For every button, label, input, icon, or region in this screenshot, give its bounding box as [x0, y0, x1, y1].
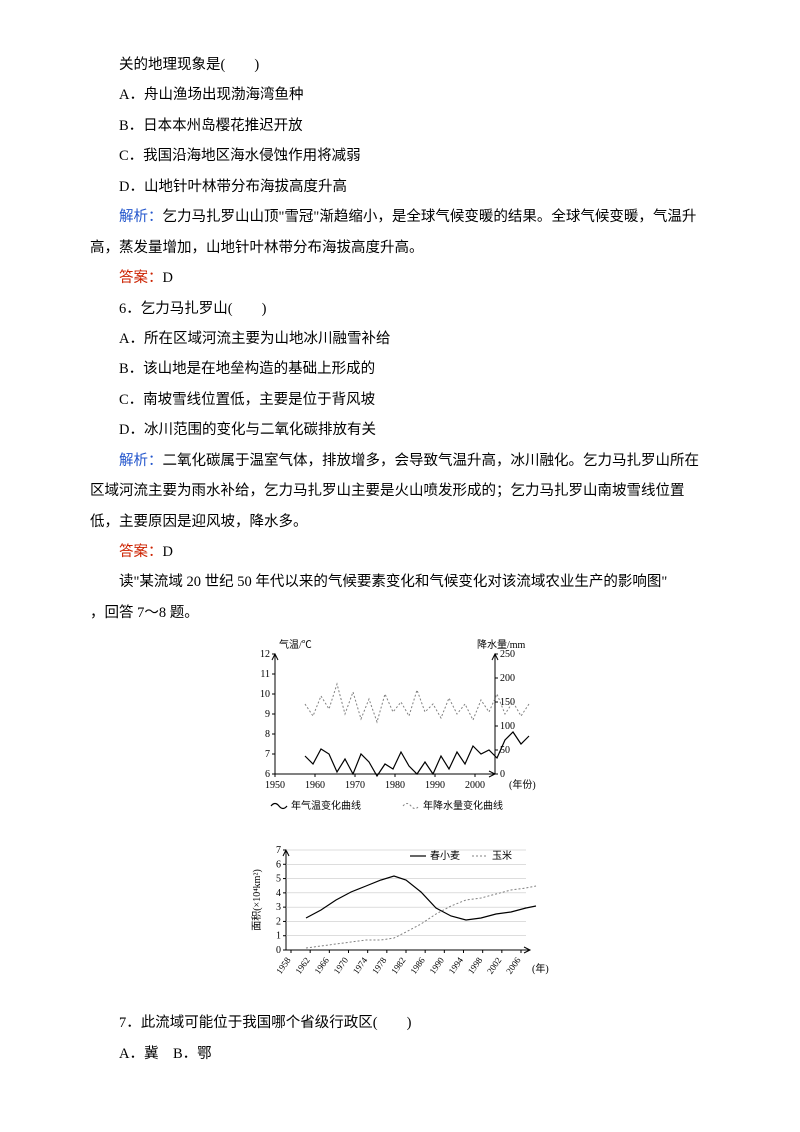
q5-opt-b: B．日本本州岛樱花推迟开放	[90, 111, 710, 141]
svg-text:2002: 2002	[485, 956, 504, 976]
intro-78-line2: ，回答 7～8 题。	[90, 598, 710, 628]
svg-text:7: 7	[276, 845, 281, 856]
svg-text:1978: 1978	[370, 955, 389, 976]
svg-text:1966: 1966	[312, 955, 331, 976]
answer-value: D	[163, 270, 173, 286]
svg-text:1950: 1950	[265, 780, 285, 791]
q7-opt-a-b: A．冀 B．鄂	[90, 1039, 710, 1069]
q6-stem: 6．乞力马扎罗山( )	[90, 294, 710, 324]
svg-text:200: 200	[500, 673, 515, 684]
intro-78-line1: 读"某流域 20 世纪 50 年代以来的气候要素变化和气候变化对该流域农业生产的…	[90, 567, 710, 597]
page: 关的地理现象是( ) A．舟山渔场出现渤海湾鱼种 B．日本本州岛樱花推迟开放 C…	[0, 0, 800, 1109]
svg-text:100: 100	[500, 721, 515, 732]
svg-text:年降水量变化曲线: 年降水量变化曲线	[423, 799, 503, 812]
svg-text:年气温变化曲线: 年气温变化曲线	[291, 799, 361, 812]
analysis-text: 乞力马扎罗山山顶"雪冠"渐趋缩小，是全球气候变暖的结果。全球气候变暖，气温升高，…	[90, 209, 696, 255]
q6-answer: 答案：D	[90, 537, 710, 567]
svg-text:玉米: 玉米	[492, 849, 512, 862]
svg-text:1962: 1962	[293, 956, 312, 976]
svg-text:1982: 1982	[389, 956, 408, 976]
svg-text:春小麦: 春小麦	[430, 850, 460, 862]
svg-text:2: 2	[276, 917, 281, 928]
svg-text:6: 6	[276, 860, 281, 871]
q5-answer: 答案：D	[90, 263, 710, 293]
q5-stem-tail: 关的地理现象是( )	[90, 50, 710, 80]
q6-opt-d: D．冰川范围的变化与二氧化碳排放有关	[90, 415, 710, 445]
svg-text:3: 3	[276, 902, 281, 913]
svg-text:1958: 1958	[274, 955, 293, 976]
svg-text:0: 0	[500, 769, 505, 780]
svg-text:1970: 1970	[332, 955, 351, 976]
q5-analysis: 解析：乞力马扎罗山山顶"雪冠"渐趋缩小，是全球气候变暖的结果。全球气候变暖，气温…	[90, 202, 710, 263]
svg-text:2000: 2000	[465, 780, 485, 791]
climate-chart: 气温/℃降水量/mm678910111205010015020025019501…	[235, 634, 565, 824]
svg-text:12: 12	[260, 649, 270, 660]
svg-text:1994: 1994	[447, 955, 466, 976]
svg-text:1998: 1998	[466, 955, 485, 976]
q7-stem: 7．此流域可能位于我国哪个省级行政区( )	[90, 1008, 710, 1038]
q6-opt-c: C．南坡雪线位置低，主要是位于背风坡	[90, 385, 710, 415]
answer-label: 答案：	[119, 270, 163, 286]
svg-text:1990: 1990	[425, 780, 445, 791]
q5-opt-c: C．我国沿海地区海水侵蚀作用将减弱	[90, 141, 710, 171]
svg-text:(年): (年)	[532, 962, 549, 975]
q6-opt-a: A．所在区域河流主要为山地冰川融雪补给	[90, 324, 710, 354]
q6-opt-b: B．该山地是在地垒构造的基础上形成的	[90, 354, 710, 384]
svg-text:7: 7	[265, 749, 270, 760]
analysis-text: 二氧化碳属于温室气体，排放增多，会导致气温升高，冰川融化。乞力马扎罗山所在区域河…	[90, 453, 699, 530]
svg-text:1990: 1990	[427, 955, 446, 976]
svg-text:1986: 1986	[408, 955, 427, 976]
answer-value: D	[163, 544, 173, 560]
svg-text:1960: 1960	[305, 780, 325, 791]
svg-text:9: 9	[265, 709, 270, 720]
svg-text:5: 5	[276, 874, 281, 885]
q6-analysis: 解析：二氧化碳属于温室气体，排放增多，会导致气温升高，冰川融化。乞力马扎罗山所在…	[90, 446, 710, 537]
crop-area-chart: 01234567面积(×10⁴km²)195819621966197019741…	[250, 838, 550, 998]
svg-text:8: 8	[265, 729, 270, 740]
svg-text:250: 250	[500, 649, 515, 660]
svg-text:1970: 1970	[345, 780, 365, 791]
svg-text:1: 1	[276, 931, 281, 942]
answer-label: 答案：	[119, 544, 163, 560]
svg-text:10: 10	[260, 689, 270, 700]
svg-text:0: 0	[276, 945, 281, 956]
svg-text:1980: 1980	[385, 780, 405, 791]
q5-opt-a: A．舟山渔场出现渤海湾鱼种	[90, 80, 710, 110]
svg-text:2006: 2006	[504, 955, 523, 976]
svg-text:4: 4	[276, 888, 281, 899]
analysis-label: 解析：	[119, 453, 163, 469]
svg-text:气温/℃: 气温/℃	[279, 638, 312, 651]
figures: 气温/℃降水量/mm678910111205010015020025019501…	[90, 634, 710, 998]
q5-opt-d: D．山地针叶林带分布海拔高度升高	[90, 172, 710, 202]
analysis-label: 解析：	[119, 209, 163, 225]
svg-text:(年份): (年份)	[509, 778, 536, 791]
svg-text:6: 6	[265, 769, 270, 780]
svg-text:11: 11	[260, 669, 270, 680]
svg-text:面积(×10⁴km²): 面积(×10⁴km²)	[251, 870, 263, 932]
svg-text:1974: 1974	[351, 955, 370, 976]
